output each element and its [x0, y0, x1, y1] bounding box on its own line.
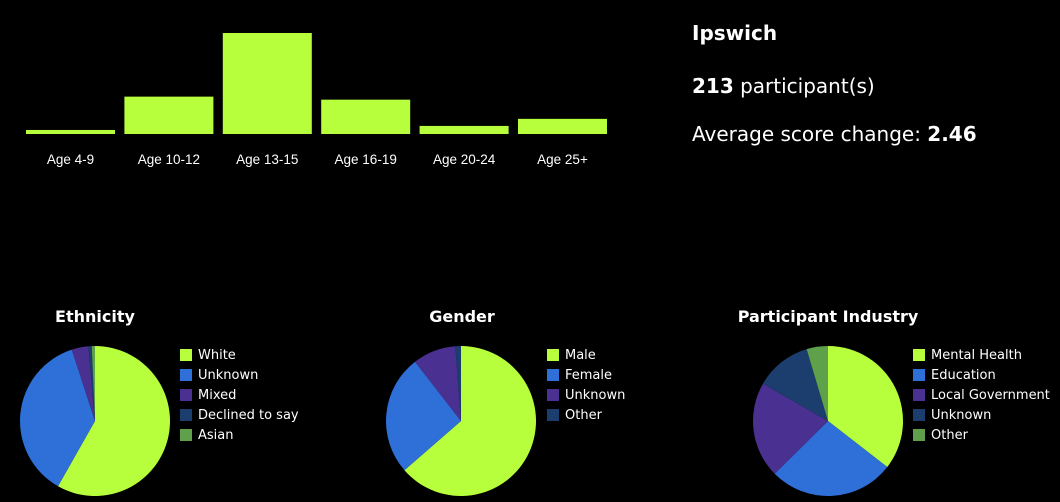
legend-swatch — [180, 389, 192, 401]
average-score-label: Average score change: — [692, 122, 928, 146]
legend-item-local-government: Local Government — [913, 385, 1050, 405]
legend-label: Unknown — [931, 407, 992, 423]
legend-swatch — [180, 369, 192, 381]
slice-unknown — [762, 349, 828, 421]
tick-label-age-10-12: Age 10-12 — [138, 152, 200, 167]
legend-swatch — [913, 369, 925, 381]
legend-item-education: Education — [913, 365, 1050, 385]
bar-age-13-15 — [222, 33, 312, 134]
legend-label: Other — [931, 427, 968, 443]
slice-unknown — [415, 346, 461, 421]
legend-item-male: Male — [547, 345, 625, 365]
age-bar-chart: Age 4-9 Age 10-12 Age 13-15 Age 16-19 Age 20… — [26, 33, 607, 167]
legend-swatch — [547, 369, 559, 381]
slice-local-government — [753, 383, 828, 474]
legend-item-unknown: Unknown — [180, 365, 299, 385]
legend-item-unknown: Unknown — [547, 385, 625, 405]
tick-label-age-25: Age 25+ — [537, 152, 588, 167]
legend-item-mental-health: Mental Health — [913, 345, 1050, 365]
bar-age-25 — [518, 118, 607, 134]
slice-education — [774, 421, 888, 496]
slice-asian — [91, 346, 95, 421]
legend-label: Mental Health — [931, 347, 1022, 363]
slice-other — [455, 346, 461, 421]
legend-item-unknown: Unknown — [913, 405, 1050, 425]
summary-panel: Ipswich 213 participant(s) Average score… — [692, 18, 977, 167]
legend-label: White — [198, 347, 236, 363]
slice-white — [58, 346, 170, 496]
legend-item-white: White — [180, 345, 299, 365]
slice-female — [386, 361, 461, 471]
legend-swatch — [547, 349, 559, 361]
legend-item-declined-to-say: Declined to say — [180, 405, 299, 425]
location-title: Ipswich — [692, 21, 778, 45]
gender-legend: Male Female Unknown Other — [547, 345, 625, 425]
ethnicity-legend: White Unknown Mixed Declined to say Asian — [180, 345, 299, 445]
legend-swatch — [547, 389, 559, 401]
participant-count-label: participant(s) — [733, 74, 875, 98]
tick-label-age-20-24: Age 20-24 — [433, 152, 496, 167]
average-score-change: Average score change: 2.46 — [692, 119, 977, 149]
legend-label: Other — [565, 407, 602, 423]
bar-age-10-12 — [124, 96, 214, 134]
legend-label: Male — [565, 347, 596, 363]
legend-label: Unknown — [198, 367, 259, 383]
tick-label-age-13-15: Age 13-15 — [236, 152, 298, 167]
slice-other — [806, 346, 828, 421]
industry-pie — [753, 346, 903, 496]
legend-item-other: Other — [913, 425, 1050, 445]
legend-label: Female — [565, 367, 613, 383]
legend-item-other: Other — [547, 405, 625, 425]
participant-count: 213 participant(s) — [692, 71, 977, 101]
tick-label-age-4-9: Age 4-9 — [47, 152, 94, 167]
bar-age-4-9 — [26, 129, 115, 134]
legend-label: Unknown — [565, 387, 626, 403]
legend-label: Education — [931, 367, 996, 383]
legend-swatch — [180, 349, 192, 361]
gender-pie — [386, 346, 536, 496]
legend-swatch — [913, 389, 925, 401]
legend-label: Declined to say — [198, 407, 299, 423]
slice-declined-to-say — [88, 346, 95, 421]
industry-legend: Mental Health Education Local Government Un… — [913, 345, 1050, 445]
legend-swatch — [913, 409, 925, 421]
industry-chart-title: Participant Industry — [737, 307, 919, 326]
bar-age-16-19 — [321, 99, 411, 134]
slice-mental-health — [828, 346, 903, 467]
participant-count-value: 213 — [692, 74, 734, 98]
tick-label-age-16-19: Age 16-19 — [335, 152, 397, 167]
legend-item-female: Female — [547, 365, 625, 385]
slice-male — [404, 346, 536, 496]
legend-swatch — [180, 409, 192, 421]
slice-mixed — [71, 346, 95, 421]
legend-label: Asian — [198, 427, 234, 443]
legend-swatch — [180, 429, 192, 441]
legend-swatch — [913, 429, 925, 441]
gender-chart-title: Gender — [429, 307, 495, 326]
ethnicity-chart-title: Ethnicity — [55, 307, 135, 326]
ethnicity-pie — [19, 346, 170, 496]
legend-item-asian: Asian — [180, 425, 299, 445]
legend-swatch — [913, 349, 925, 361]
legend-label: Local Government — [931, 387, 1050, 403]
bar-age-20-24 — [419, 125, 509, 134]
legend-item-mixed: Mixed — [180, 385, 299, 405]
average-score-value: 2.46 — [927, 122, 977, 146]
legend-swatch — [547, 409, 559, 421]
slice-unknown — [19, 349, 96, 487]
legend-label: Mixed — [198, 387, 237, 403]
